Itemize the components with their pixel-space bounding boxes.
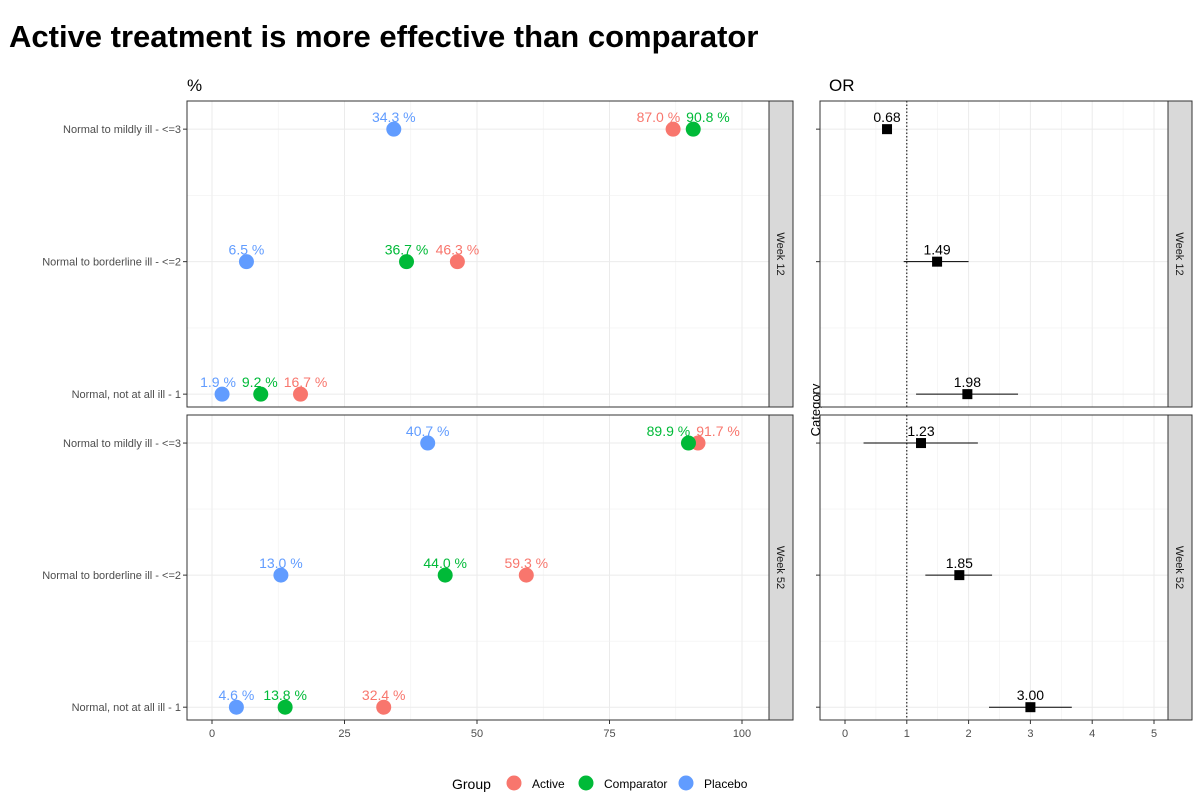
- x-tick-label: 1: [904, 728, 910, 740]
- right-subtitle: OR: [829, 76, 855, 95]
- x-tick-label: 0: [842, 728, 848, 740]
- or-point: [882, 124, 893, 135]
- point-comparator: [399, 254, 415, 270]
- point-comparator: [253, 386, 269, 402]
- data-label-active: 91.7 %: [696, 423, 740, 439]
- data-label-placebo: 1.9 %: [200, 374, 236, 390]
- category-label: Normal, not at all ill - 1: [72, 702, 181, 714]
- x-tick-label: 5: [1151, 728, 1157, 740]
- or-label: 1.49: [923, 242, 950, 258]
- left-panel-border: [186, 414, 770, 721]
- x-tick-label: 50: [471, 728, 483, 740]
- data-label-placebo: 6.5 %: [229, 242, 265, 258]
- right-panel-border: [819, 100, 1169, 408]
- category-label: Normal, not at all ill - 1: [72, 389, 181, 401]
- point-active: [665, 121, 681, 137]
- point-placebo: [228, 699, 244, 715]
- data-label-placebo: 40.7 %: [406, 423, 450, 439]
- data-label-active: 46.3 %: [436, 242, 480, 258]
- or-label: 0.68: [873, 109, 900, 125]
- data-label-comparator: 36.7 %: [385, 242, 429, 258]
- point-placebo: [420, 435, 436, 451]
- right-panel-bg: [820, 415, 1168, 720]
- category-label: Normal to mildly ill - <=3: [63, 438, 181, 450]
- legend-key-placebo: [678, 775, 694, 791]
- data-label-placebo: 13.0 %: [259, 555, 303, 571]
- data-label-active: 16.7 %: [284, 374, 328, 390]
- x-tick-label: 2: [966, 728, 972, 740]
- point-active: [518, 567, 534, 583]
- point-active: [449, 254, 465, 270]
- right-panel-bg: [820, 101, 1168, 407]
- legend-title: Group: [452, 776, 491, 792]
- or-label: 1.85: [946, 555, 973, 571]
- facet-label: Week 52: [1173, 546, 1185, 589]
- point-active: [293, 386, 309, 402]
- or-point: [962, 389, 973, 400]
- data-label-placebo: 34.3 %: [372, 109, 416, 125]
- x-tick-label: 100: [733, 728, 751, 740]
- facet-strip: [768, 414, 794, 721]
- right-y-axis-label: Category: [808, 383, 823, 436]
- left-panel-bg: [187, 101, 769, 407]
- data-label-comparator: 9.2 %: [242, 374, 278, 390]
- data-label-placebo: 4.6 %: [218, 687, 254, 703]
- point-comparator: [277, 699, 293, 715]
- right-panel-border: [819, 414, 1169, 721]
- or-label: 1.98: [954, 374, 981, 390]
- point-placebo: [238, 254, 254, 270]
- or-point: [916, 438, 927, 449]
- data-label-comparator: 13.8 %: [263, 687, 307, 703]
- x-tick-label: 0: [209, 728, 215, 740]
- point-comparator: [437, 567, 453, 583]
- legend-key-active: [506, 775, 522, 791]
- or-point: [1025, 702, 1036, 713]
- point-placebo: [386, 121, 402, 137]
- facet-label: Week 52: [774, 546, 786, 589]
- data-label-active: 59.3 %: [504, 555, 548, 571]
- chart-title: Active treatment is more effective than …: [9, 19, 758, 54]
- x-tick-label: 3: [1027, 728, 1033, 740]
- x-tick-label: 75: [603, 728, 615, 740]
- data-label-active: 87.0 %: [637, 109, 681, 125]
- category-label: Normal to borderline ill - <=2: [42, 257, 181, 269]
- or-label: 1.23: [907, 423, 934, 439]
- facet-label: Week 12: [774, 232, 786, 275]
- point-comparator: [680, 435, 696, 451]
- facet-strip: [1167, 414, 1193, 721]
- facet-label: Week 12: [1173, 232, 1185, 275]
- point-placebo: [273, 567, 289, 583]
- left-panel-border: [186, 100, 770, 408]
- legend-key-comparator: [578, 775, 594, 791]
- or-point: [954, 570, 965, 581]
- or-point: [932, 256, 943, 267]
- left-panel-bg: [187, 415, 769, 720]
- left-subtitle: %: [187, 76, 202, 95]
- or-label: 3.00: [1017, 687, 1044, 703]
- data-label-comparator: 89.9 %: [647, 423, 691, 439]
- point-comparator: [685, 121, 701, 137]
- x-tick-label: 4: [1089, 728, 1095, 740]
- category-label: Normal to mildly ill - <=3: [63, 124, 181, 136]
- legend-label-active: Active: [532, 777, 565, 791]
- facet-strip: [1167, 100, 1193, 408]
- data-label-comparator: 44.0 %: [423, 555, 467, 571]
- category-label: Normal to borderline ill - <=2: [42, 570, 181, 582]
- point-placebo: [214, 386, 230, 402]
- data-label-active: 32.4 %: [362, 687, 406, 703]
- x-tick-label: 25: [338, 728, 350, 740]
- data-label-comparator: 90.8 %: [686, 109, 730, 125]
- legend-label-placebo: Placebo: [704, 777, 748, 791]
- point-active: [376, 699, 392, 715]
- legend-label-comparator: Comparator: [604, 777, 667, 791]
